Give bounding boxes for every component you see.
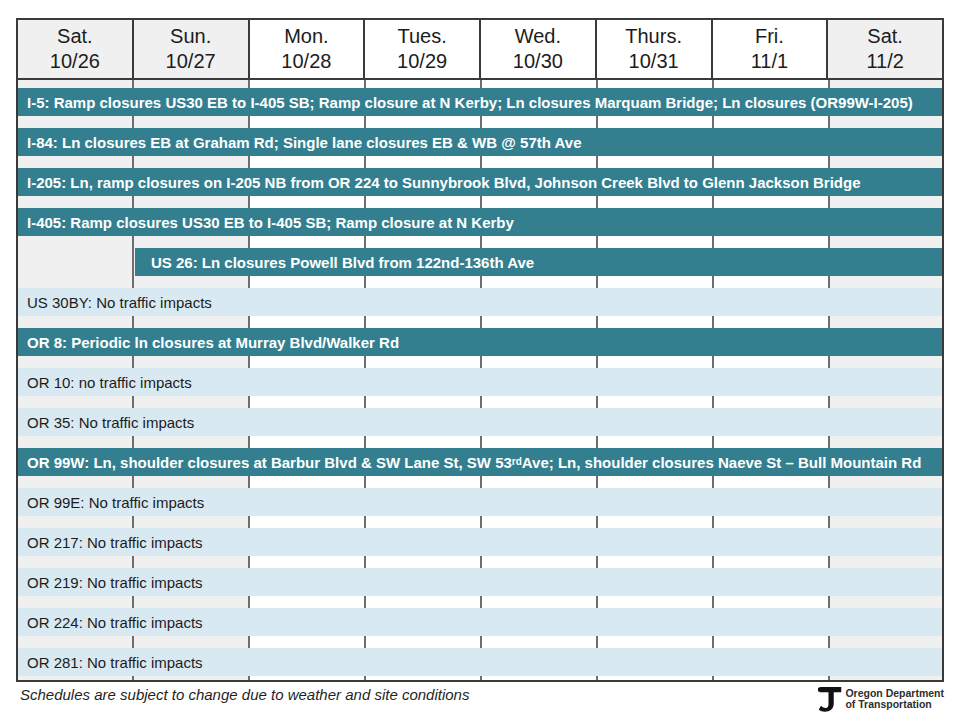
day-name: Wed.	[515, 24, 561, 49]
schedule-bar-or219: OR 219: No traffic impacts	[18, 568, 942, 596]
day-name: Tues.	[397, 24, 446, 49]
schedule-bar-label: OR 217: No traffic impacts	[27, 534, 203, 551]
schedule-bar-label: OR 99E: No traffic impacts	[27, 494, 204, 511]
schedule-bar-label: OR 219: No traffic impacts	[27, 574, 203, 591]
day-cell-wed-1030: Wed. 10/30	[481, 20, 597, 78]
day-date: 10/28	[281, 49, 331, 74]
day-name: Sun.	[170, 24, 211, 49]
schedule-bar-or99w: OR 99W: Ln, shoulder closures at Barbur …	[18, 448, 942, 476]
schedule-bar-or10: OR 10: no traffic impacts	[18, 368, 942, 396]
schedule-bar-or8: OR 8: Periodic ln closures at Murray Blv…	[18, 328, 942, 356]
day-date: 11/2	[866, 49, 903, 74]
schedule-bar-label: I-5: Ramp closures US30 EB to I-405 SB; …	[27, 94, 913, 111]
day-date: 10/27	[166, 49, 216, 74]
schedule-bar-label: Ave; Ln, shoulder closures Naeve St – Bu…	[522, 454, 922, 471]
day-name: Fri.	[755, 24, 784, 49]
schedule-bar-label: OR 224: No traffic impacts	[27, 614, 203, 631]
schedule-disclaimer: Schedules are subject to change due to w…	[20, 686, 469, 703]
schedule-bar-or217: OR 217: No traffic impacts	[18, 528, 942, 556]
day-cell-sat-112: Sat. 11/2	[828, 20, 942, 78]
schedule-bar-i84: I-84: Ln closures EB at Graham Rd; Singl…	[18, 128, 942, 156]
day-name: Mon.	[284, 24, 328, 49]
day-cell-tues-1029: Tues. 10/29	[365, 20, 481, 78]
odot-logo-line2: of Transportation	[845, 699, 944, 710]
schedule-bar-label: I-405: Ramp closures US30 EB to I-405 SB…	[27, 214, 514, 231]
day-date: 10/30	[513, 49, 563, 74]
schedule-bar-label: OR 281: No traffic impacts	[27, 654, 203, 671]
schedule-bar-label: I-84: Ln closures EB at Graham Rd; Singl…	[27, 134, 582, 151]
day-name: Sat.	[57, 24, 93, 49]
schedule-bar-i5: I-5: Ramp closures US30 EB to I-405 SB; …	[18, 88, 942, 116]
schedule-bar-us26: US 26: Ln closures Powell Blvd from 122n…	[135, 248, 942, 276]
schedule-bar-label: OR 99W: Ln, shoulder closures at Barbur …	[27, 454, 512, 471]
day-name: Thurs.	[625, 24, 682, 49]
schedule-bar-label: OR 35: No traffic impacts	[27, 414, 194, 431]
schedule-bar-or224: OR 224: No traffic impacts	[18, 608, 942, 636]
schedule-bar-or99e: OR 99E: No traffic impacts	[18, 488, 942, 516]
schedule-bar-i205: I-205: Ln, ramp closures on I-205 NB fro…	[18, 168, 942, 196]
odot-t-icon	[818, 684, 842, 714]
schedule-grid: I-5: Ramp closures US30 EB to I-405 SB; …	[16, 80, 944, 682]
day-date: 10/31	[629, 49, 679, 74]
schedule-bar-i405: I-405: Ramp closures US30 EB to I-405 SB…	[18, 208, 942, 236]
day-cell-sun-1027: Sun. 10/27	[134, 20, 250, 78]
odot-logo-text: Oregon Department of Transportation	[845, 688, 944, 710]
day-date: 10/26	[50, 49, 100, 74]
day-header-row: Sat. 10/26 Sun. 10/27 Mon. 10/28 Tues. 1…	[16, 18, 944, 80]
schedule-bar-label: US 26: Ln closures Powell Blvd from 122n…	[151, 254, 534, 271]
day-cell-sat-1026: Sat. 10/26	[18, 20, 134, 78]
schedule-bar-or281: OR 281: No traffic impacts	[18, 648, 942, 676]
odot-logo: Oregon Department of Transportation	[818, 684, 944, 714]
schedule-bar-us30by: US 30BY: No traffic impacts	[18, 288, 942, 316]
day-cell-fri-111: Fri. 11/1	[713, 20, 829, 78]
day-cell-thurs-1031: Thurs. 10/31	[597, 20, 713, 78]
day-date: 11/1	[751, 49, 788, 74]
schedule-bar-label: OR 10: no traffic impacts	[27, 374, 192, 391]
schedule-bar-label: US 30BY: No traffic impacts	[27, 294, 212, 311]
schedule-bar-label: OR 8: Periodic ln closures at Murray Blv…	[27, 334, 399, 351]
schedule-bar-or35: OR 35: No traffic impacts	[18, 408, 942, 436]
day-date: 10/29	[397, 49, 447, 74]
day-cell-mon-1028: Mon. 10/28	[250, 20, 366, 78]
day-name: Sat.	[867, 24, 903, 49]
schedule-bar-label: I-205: Ln, ramp closures on I-205 NB fro…	[27, 174, 861, 191]
